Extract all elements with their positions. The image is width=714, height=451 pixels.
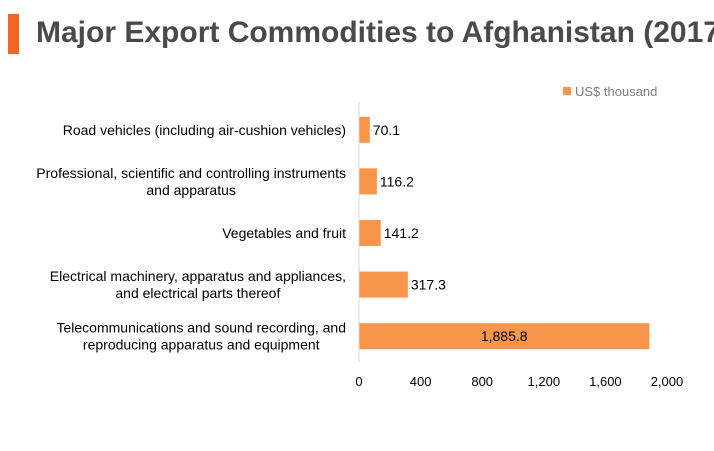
category-label-2-line-1: Professional, scientific and controlling… xyxy=(36,165,346,181)
x-tick-label-3: 800 xyxy=(471,374,493,389)
category-label-2-line-2: and apparatus xyxy=(146,182,236,198)
x-tick-label-6: 2,000 xyxy=(651,374,684,389)
value-label-3: 141.2 xyxy=(384,225,419,241)
bar-3 xyxy=(359,220,381,246)
category-label-3-line-1: Vegetables and fruit xyxy=(222,225,346,241)
category-label-5-line-2: reproducing apparatus and equipment xyxy=(83,337,320,353)
bar-5 xyxy=(359,323,650,350)
category-label-5-line-1: Telecommunications and sound recording, … xyxy=(56,320,346,336)
value-label-5: 1,885.8 xyxy=(481,328,528,344)
value-label-1: 70.1 xyxy=(373,122,400,138)
chart-title: Major Export Commodities to Afghanistan … xyxy=(36,16,714,49)
bar-2 xyxy=(359,168,377,195)
legend-swatch xyxy=(563,87,571,95)
bar-1 xyxy=(359,116,370,143)
x-tick-label-2: 400 xyxy=(410,374,432,389)
bars-group xyxy=(359,116,650,350)
legend: US$ thousand xyxy=(563,84,657,99)
bar-4 xyxy=(359,271,408,298)
value-labels: 70.1 116.2 141.2 317.3 1,885.8 xyxy=(373,122,528,344)
x-tick-label-1: 0 xyxy=(355,374,362,389)
category-label-1-line-1: Road vehicles (including air-cushion veh… xyxy=(63,122,346,138)
legend-label: US$ thousand xyxy=(575,84,657,99)
title-accent-bar xyxy=(8,14,19,54)
x-tick-label-4: 1,200 xyxy=(528,374,561,389)
category-labels: Road vehicles (including air-cushion veh… xyxy=(36,122,346,353)
category-label-4-line-2: and electrical parts thereof xyxy=(115,285,280,301)
x-tick-label-5: 1,600 xyxy=(589,374,622,389)
category-label-4-line-1: Electrical machinery, apparatus and appl… xyxy=(50,268,346,284)
value-label-4: 317.3 xyxy=(411,277,446,293)
x-axis-ticks: 0 400 800 1,200 1,600 2,000 xyxy=(355,374,683,389)
value-label-2: 116.2 xyxy=(380,173,414,189)
